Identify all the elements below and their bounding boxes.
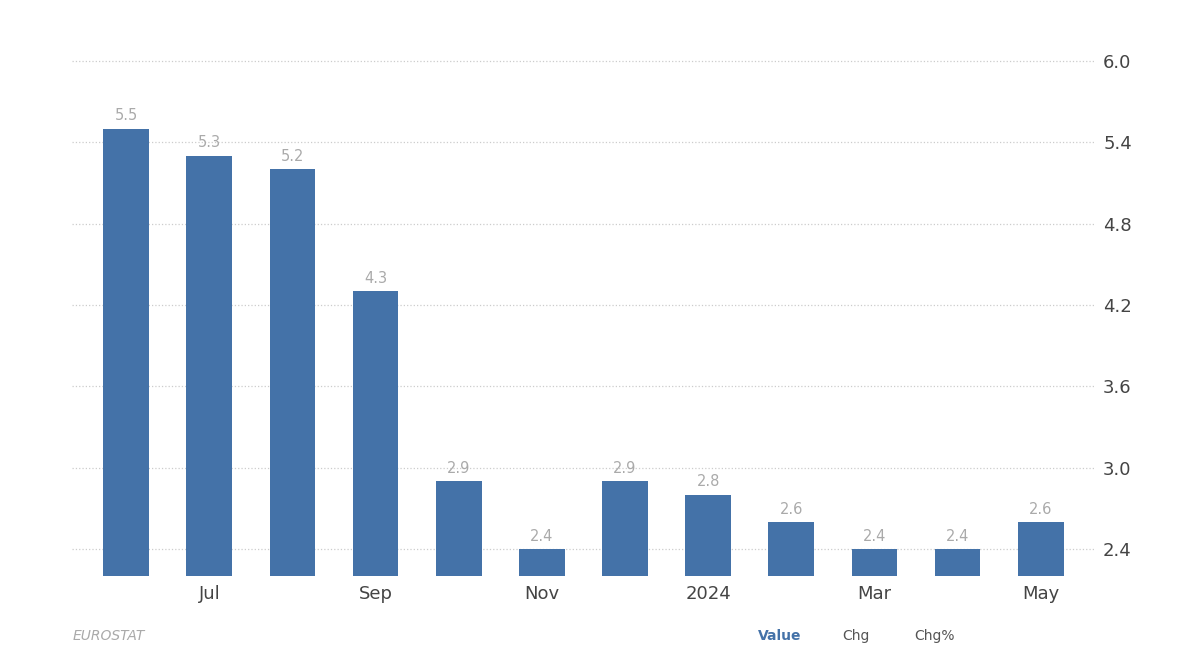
Text: EUROSTAT: EUROSTAT xyxy=(72,629,144,643)
Text: 2.4: 2.4 xyxy=(531,529,553,543)
Bar xyxy=(352,291,398,576)
Text: 5.2: 5.2 xyxy=(280,149,304,164)
Text: 2.4: 2.4 xyxy=(863,529,887,543)
Text: 2.6: 2.6 xyxy=(1029,502,1053,517)
Bar xyxy=(269,170,315,576)
Bar xyxy=(435,481,481,576)
Text: Chg%: Chg% xyxy=(914,629,955,643)
Text: 2.4: 2.4 xyxy=(946,529,970,543)
Bar xyxy=(603,481,648,576)
Text: Value: Value xyxy=(758,629,801,643)
Text: 2.6: 2.6 xyxy=(780,502,802,517)
Bar xyxy=(186,155,232,576)
Bar xyxy=(103,129,149,576)
Text: 4.3: 4.3 xyxy=(365,271,387,286)
Bar xyxy=(686,495,731,576)
Text: Chg: Chg xyxy=(842,629,870,643)
Text: 2.8: 2.8 xyxy=(697,474,719,489)
Bar xyxy=(518,549,564,576)
Text: 5.5: 5.5 xyxy=(114,108,138,123)
Bar xyxy=(935,549,980,576)
Text: 5.3: 5.3 xyxy=(197,135,221,150)
Bar xyxy=(1018,522,1063,576)
Text: 2.9: 2.9 xyxy=(614,461,636,476)
Text: 2.9: 2.9 xyxy=(448,461,470,476)
Bar xyxy=(769,522,814,576)
Bar xyxy=(852,549,897,576)
